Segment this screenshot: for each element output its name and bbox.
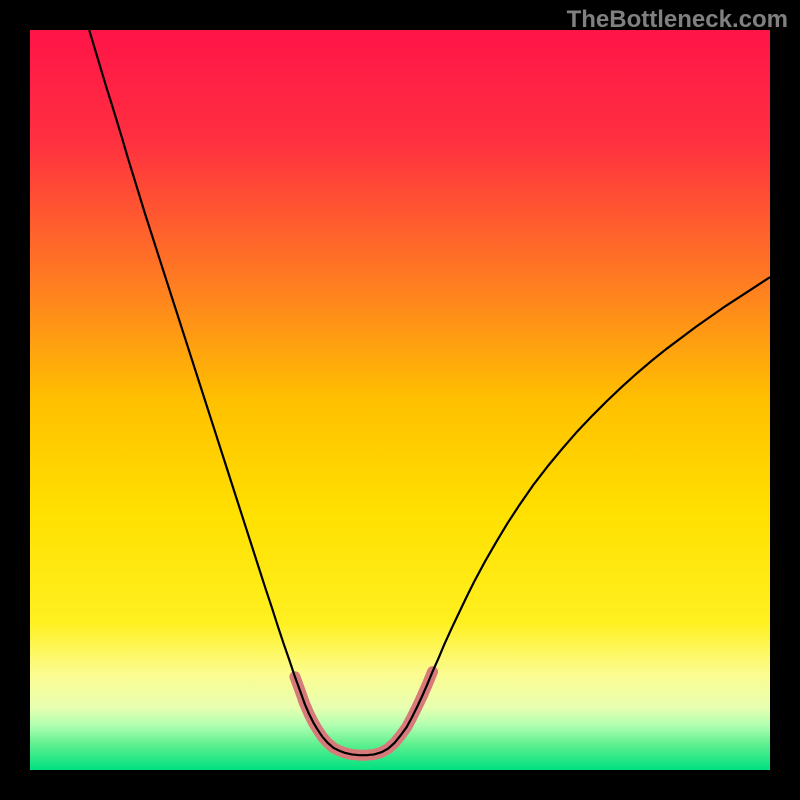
chart-frame: TheBottleneck.com [0,0,800,800]
bottleneck-chart [30,30,770,770]
plot-area [30,30,770,770]
gradient-background [30,30,770,770]
watermark-text: TheBottleneck.com [567,6,788,34]
